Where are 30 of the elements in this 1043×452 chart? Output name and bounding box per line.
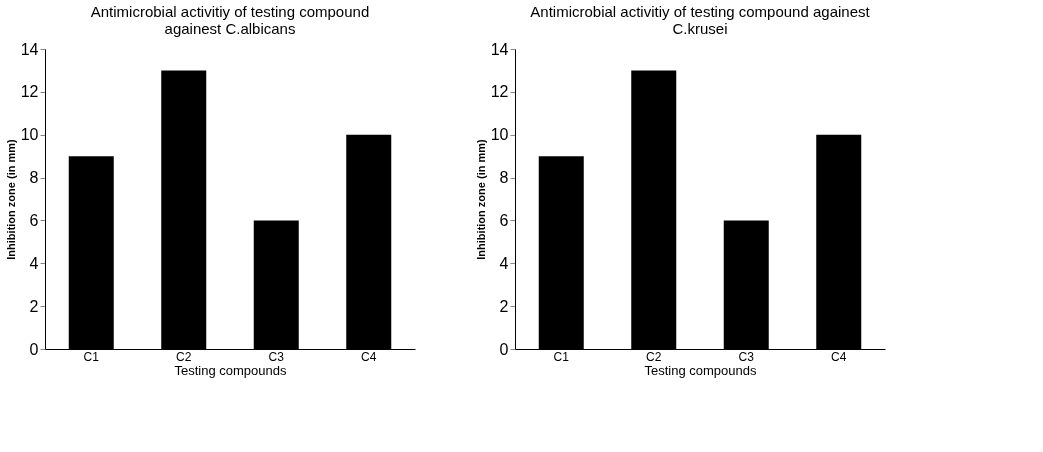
y-tick-label: 4	[499, 254, 509, 272]
y-tick-label: 8	[29, 169, 39, 187]
y-tick-label: 2	[499, 297, 509, 315]
x-tick-label: C2	[176, 349, 192, 364]
x-tick-label: C4	[831, 349, 847, 364]
chart-title: Antimicrobial activitiy of testing compound againest C.albicans	[90, 3, 370, 37]
chart-title: Antimicrobial activitiy of testing compound againest C.krusei	[530, 3, 871, 37]
y-tick-label: 8	[499, 169, 509, 187]
x-tick-label: C3	[738, 349, 755, 364]
y-tick-label: 4	[29, 254, 39, 272]
y-tick-label: 0	[29, 340, 39, 358]
x-tick-label: C3	[268, 349, 285, 364]
x-tick-label: C2	[646, 349, 662, 364]
y-tick-label: 2	[29, 297, 39, 315]
y-tick-label: 6	[29, 211, 39, 229]
y-tick-label: 0	[499, 340, 509, 358]
y-tick-label: 10	[490, 126, 509, 144]
x-tick-label: C1	[553, 349, 570, 364]
x-axis-title: Testing compounds	[644, 362, 757, 378]
x-tick-label: C4	[361, 349, 377, 364]
y-tick-label: 14	[20, 40, 39, 58]
x-tick-label: C1	[83, 349, 100, 364]
y-tick-label: 12	[20, 83, 39, 101]
y-axis-title: Inhibition zone (in mm)	[4, 138, 17, 260]
y-axis-title: Inhibition zone (in mm)	[474, 138, 487, 260]
y-tick-label: 14	[490, 40, 509, 58]
y-tick-label: 12	[490, 83, 509, 101]
y-tick-label: 6	[499, 211, 509, 229]
y-tick-label: 10	[20, 126, 39, 144]
x-axis-title: Testing compounds	[174, 362, 287, 378]
